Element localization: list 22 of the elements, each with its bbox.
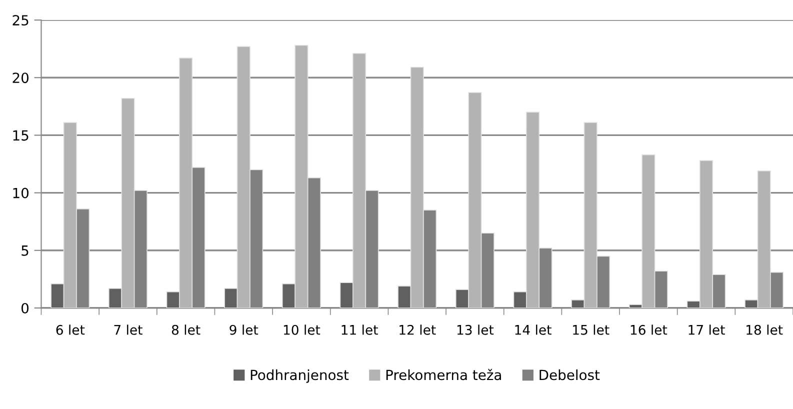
x-tick-label: 18 let [746,324,783,335]
y-tick-label: 10 [13,188,29,198]
y-tick-label: 5 [22,246,28,256]
x-tick-label: 10 let [284,324,320,335]
x-tick-label: 16 let [630,324,668,335]
x-tick-label: 9 let [230,324,258,335]
legend-label: Podhranjenost [250,369,349,383]
x-tick-label: 17 let [688,324,725,335]
x-tick-label: 11 let [342,324,378,335]
x-tick-label: 14 let [515,324,552,335]
x-tick-label: 15 let [573,324,610,335]
x-tick-label: 8 let [172,324,200,335]
legend-label: Prekomerna teža [386,368,501,380]
x-tick-label: 12 let [400,324,436,335]
y-tick-label: 15 [13,130,28,141]
y-tick-label: 0 [22,302,29,314]
x-tick-label: 13 let [457,324,494,335]
x-tick-label: 7 let [114,324,142,335]
y-tick-label: 20 [12,72,29,84]
legend-label: Debelost [540,369,600,380]
x-tick-label: 6 let [56,324,85,335]
y-tick-label: 25 [12,15,28,26]
